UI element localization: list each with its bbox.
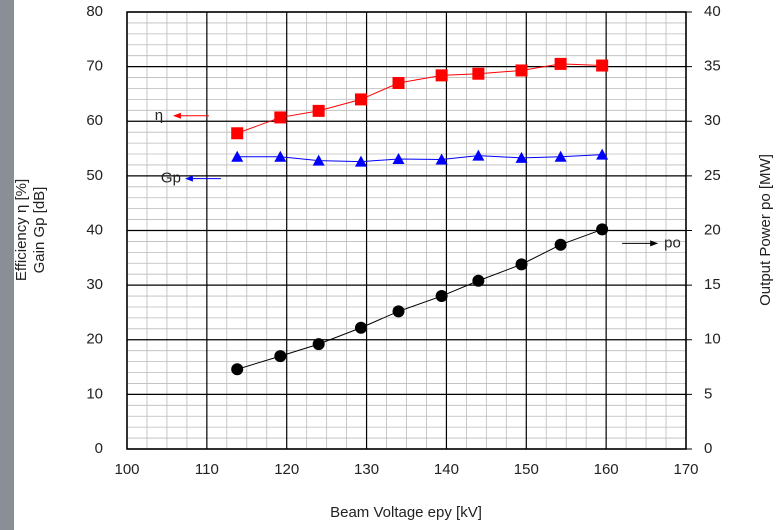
label-arrow-head — [184, 175, 193, 182]
series-line — [237, 228, 603, 370]
y-tick-label: 60 — [86, 112, 103, 129]
marker — [435, 69, 448, 82]
marker — [515, 151, 528, 163]
y-tick-label: 50 — [86, 167, 103, 184]
series-line — [237, 63, 603, 134]
marker — [274, 350, 287, 363]
y2-tick-label: 30 — [704, 112, 721, 129]
x-axis-label: Beam Voltage epy [kV] — [330, 504, 482, 521]
marker — [392, 152, 405, 164]
y2-axis-label: Output Power po [MW] — [757, 154, 774, 306]
x-tick-label: 150 — [514, 461, 539, 478]
x-tick-label: 170 — [673, 461, 698, 478]
y-tick-label: 10 — [86, 385, 103, 402]
label-arrow-head — [650, 240, 659, 247]
y-tick-label: 80 — [86, 3, 103, 20]
y-axis-label: Gain Gp [dB] — [31, 187, 48, 274]
x-tick-label: 160 — [594, 461, 619, 478]
marker — [472, 149, 485, 161]
marker — [435, 153, 448, 165]
marker — [472, 67, 485, 80]
marker — [554, 150, 567, 162]
label-arrow-head — [172, 112, 181, 119]
y-tick-label: 70 — [86, 58, 103, 75]
marker — [354, 155, 367, 167]
y2-tick-label: 5 — [704, 385, 712, 402]
series-label: Gp — [161, 170, 181, 187]
y-tick-label: 40 — [86, 221, 103, 238]
marker — [392, 77, 405, 90]
x-tick-label: 110 — [195, 461, 219, 478]
marker — [596, 148, 609, 160]
marker — [472, 274, 485, 287]
marker — [435, 290, 448, 303]
plot-frame — [126, 11, 687, 450]
y2-tick-label: 10 — [704, 331, 721, 348]
y-tick-label: 0 — [95, 440, 103, 457]
marker — [231, 363, 244, 376]
marker — [231, 127, 244, 140]
x-tick-label: 140 — [434, 461, 459, 478]
marker — [392, 305, 405, 318]
marker — [231, 150, 244, 162]
y-tick-label: 20 — [86, 331, 103, 348]
marker — [312, 338, 325, 351]
marker — [274, 111, 287, 124]
marker — [554, 238, 567, 251]
y-tick-label: 30 — [86, 276, 103, 293]
marker — [515, 258, 528, 271]
marker — [515, 64, 528, 77]
photo-strip — [0, 0, 14, 530]
marker — [596, 59, 609, 72]
y-axis-label: Efficiency η [%] — [13, 179, 30, 281]
marker — [312, 104, 325, 117]
marker — [554, 57, 567, 70]
y2-tick-label: 0 — [704, 440, 712, 457]
marker — [274, 150, 287, 162]
y2-tick-label: 40 — [704, 3, 721, 20]
x-tick-label: 130 — [354, 461, 379, 478]
y2-tick-label: 35 — [704, 58, 721, 75]
marker — [354, 93, 367, 106]
y2-tick-label: 25 — [704, 167, 721, 184]
series-label: η — [155, 107, 163, 124]
series-line — [237, 154, 603, 163]
y2-tick-label: 15 — [704, 276, 721, 293]
marker — [312, 154, 325, 166]
series-label: po — [664, 234, 681, 251]
marker — [354, 321, 367, 334]
marker — [596, 223, 609, 236]
y2-tick-label: 20 — [704, 221, 721, 238]
x-tick-label: 100 — [114, 461, 139, 478]
x-tick-label: 120 — [274, 461, 299, 478]
